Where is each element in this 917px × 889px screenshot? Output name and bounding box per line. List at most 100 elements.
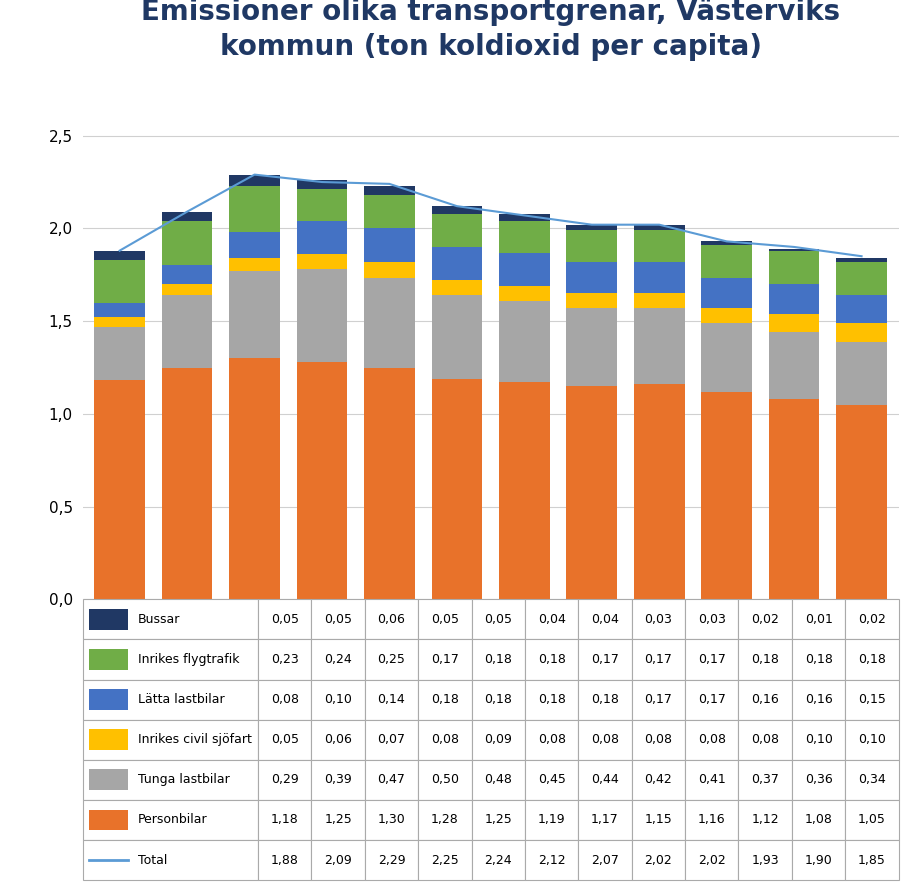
Bar (89, 810, 128, 830)
Text: 0,17: 0,17 (645, 693, 672, 706)
Text: 0,39: 0,39 (325, 773, 352, 787)
Bar (161, 221, 213, 266)
Bar (89, 769, 128, 790)
Bar (364, 261, 414, 278)
Bar (685, 800, 738, 840)
Bar (768, 399, 820, 599)
Bar (702, 245, 752, 278)
Bar (364, 367, 414, 599)
Text: 0,41: 0,41 (698, 773, 725, 787)
Bar (845, 840, 899, 880)
Bar (161, 266, 213, 284)
Text: 0,17: 0,17 (698, 653, 725, 666)
Bar (632, 760, 685, 800)
Bar (161, 284, 213, 295)
Text: 1,90: 1,90 (805, 853, 833, 867)
Bar (229, 174, 280, 186)
Bar (499, 252, 549, 286)
Text: 0,03: 0,03 (645, 613, 672, 626)
Bar (418, 760, 471, 800)
Bar (89, 689, 128, 710)
Bar (229, 271, 280, 358)
Bar (312, 800, 365, 840)
Text: 1,25: 1,25 (325, 813, 352, 827)
Text: 0,01: 0,01 (804, 613, 833, 626)
Bar (312, 639, 365, 679)
Bar (161, 212, 213, 221)
Bar (83, 720, 258, 760)
Bar (364, 278, 414, 367)
Bar (634, 225, 684, 230)
Text: 2,12: 2,12 (538, 853, 566, 867)
Bar (499, 213, 549, 221)
Text: 0,17: 0,17 (591, 653, 619, 666)
Bar (702, 392, 752, 599)
Text: 0,18: 0,18 (484, 653, 513, 666)
Text: 0,05: 0,05 (431, 613, 458, 626)
Text: 0,44: 0,44 (591, 773, 619, 787)
Bar (632, 800, 685, 840)
Bar (792, 840, 845, 880)
Bar (685, 760, 738, 800)
Bar (836, 323, 887, 341)
Text: 0,48: 0,48 (484, 773, 513, 787)
Text: 0,10: 0,10 (804, 733, 833, 746)
Bar (567, 225, 617, 230)
Bar (499, 221, 549, 252)
Text: 0,50: 0,50 (431, 773, 458, 787)
Text: 1,12: 1,12 (751, 813, 779, 827)
Bar (364, 186, 414, 195)
Text: 1,17: 1,17 (591, 813, 619, 827)
Text: 0,08: 0,08 (271, 693, 299, 706)
Bar (792, 599, 845, 639)
Bar (471, 720, 525, 760)
Bar (845, 760, 899, 800)
Text: 1,88: 1,88 (271, 853, 299, 867)
Bar (499, 300, 549, 382)
Bar (83, 679, 258, 720)
Bar (312, 599, 365, 639)
Bar (161, 367, 213, 599)
Text: 0,16: 0,16 (805, 693, 833, 706)
Bar (365, 840, 418, 880)
Bar (792, 720, 845, 760)
Text: 0,03: 0,03 (698, 613, 725, 626)
Bar (738, 679, 792, 720)
Bar (418, 840, 471, 880)
Bar (567, 293, 617, 308)
Bar (432, 379, 482, 599)
Text: 1,30: 1,30 (378, 813, 405, 827)
Bar (702, 278, 752, 308)
Bar (89, 649, 128, 670)
Bar (297, 254, 348, 269)
Bar (525, 679, 579, 720)
Bar (579, 599, 632, 639)
Bar (579, 639, 632, 679)
Bar (845, 720, 899, 760)
Text: 0,42: 0,42 (645, 773, 672, 787)
Bar (632, 840, 685, 880)
Text: Tunga lastbilar: Tunga lastbilar (138, 773, 230, 787)
Bar (94, 326, 145, 380)
Bar (229, 258, 280, 271)
Text: 1,85: 1,85 (858, 853, 886, 867)
Bar (579, 720, 632, 760)
Text: 0,16: 0,16 (751, 693, 779, 706)
Bar (432, 295, 482, 379)
Bar (94, 251, 145, 260)
Bar (418, 720, 471, 760)
Text: 0,05: 0,05 (484, 613, 513, 626)
Text: 2,07: 2,07 (591, 853, 619, 867)
Bar (525, 800, 579, 840)
Bar (365, 599, 418, 639)
Bar (567, 261, 617, 293)
Bar (632, 679, 685, 720)
Bar (94, 302, 145, 317)
Bar (738, 639, 792, 679)
Bar (685, 599, 738, 639)
Text: 0,08: 0,08 (591, 733, 619, 746)
Bar (579, 800, 632, 840)
Text: 1,18: 1,18 (271, 813, 299, 827)
Bar (229, 186, 280, 232)
Bar (792, 639, 845, 679)
